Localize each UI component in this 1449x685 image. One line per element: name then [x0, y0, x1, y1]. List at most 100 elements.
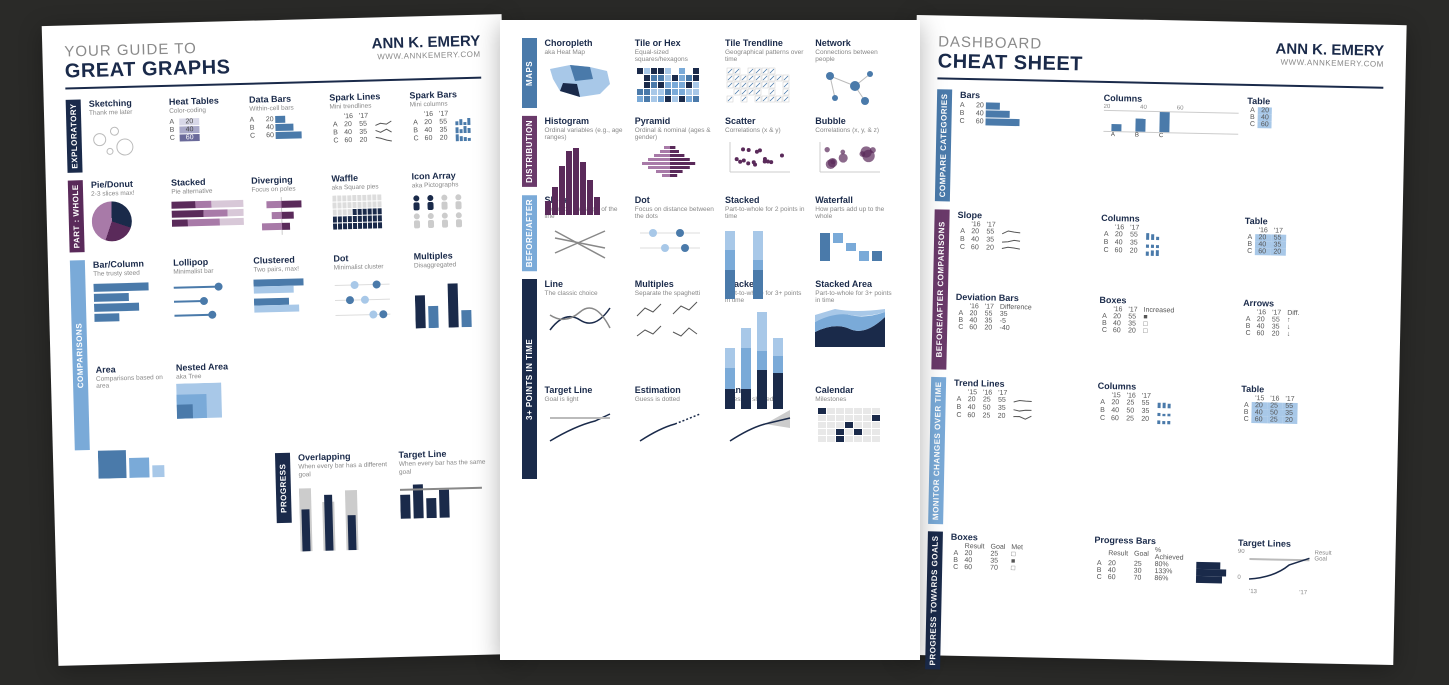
thumb: A20B40C60	[1246, 107, 1382, 150]
cell-sub: aka Pictographs	[411, 181, 483, 190]
cell-title: Waffle	[331, 172, 403, 184]
v: 60	[969, 118, 983, 125]
row-label: C	[249, 133, 259, 140]
c: 60	[964, 412, 979, 420]
cell-slope: Slope'16'17A2055B4035C6020	[956, 210, 1093, 291]
cell-sub: Focus on poles	[251, 185, 323, 194]
header: DASHBOARD CHEAT SHEET ANN K. EMERY WWW.A…	[937, 33, 1384, 88]
cell-estimation: EstimationGuess is dotted	[635, 385, 717, 479]
c: 70	[987, 565, 1008, 572]
cell-overlapping: Overlapping When every bar has a differe…	[297, 451, 391, 523]
page-cheat-sheet: DASHBOARD CHEAT SHEET ANN K. EMERY WWW.A…	[903, 15, 1406, 665]
cell-title: Diverging	[251, 174, 323, 186]
cell-trend-lines: Trend Lines'15'16'17A202555B405035C60252…	[951, 378, 1090, 527]
s: Focus on distance between the dots	[635, 206, 717, 220]
cell-choropleth: Choroplethaka Heat Map	[545, 38, 627, 108]
c: 60	[967, 244, 982, 252]
c: B	[956, 236, 967, 244]
s: Ordinal & nominal (ages & gender)	[635, 127, 717, 141]
cell-heat-tables: Heat Tables Color-coding A20 B40 C60	[168, 95, 242, 170]
s: Separate the spaghetti	[635, 290, 717, 297]
cell-sub: Comparisons based on area	[95, 374, 168, 390]
cell-sub: Color-coding	[169, 106, 241, 115]
thumb	[411, 191, 484, 233]
thumb: A20 B40 C60	[959, 101, 1095, 144]
h: Goal	[1130, 547, 1151, 561]
c: 60	[1111, 247, 1126, 255]
cell-dot: Dot Minimalist cluster	[333, 252, 408, 354]
c: A	[957, 228, 968, 236]
s: Guess is dotted	[635, 396, 717, 403]
t: Choropleth	[545, 38, 627, 48]
cell-table: Table'15'16'17A202555B405035C602520	[1238, 384, 1377, 533]
cell-title: Icon Array	[411, 170, 483, 182]
cell-title: Multiples	[413, 250, 485, 262]
cell-spark-lines: Spark Lines Mini trendlines '16'17 A2055…	[329, 91, 403, 166]
thumb: '16'17A2055B4035C6020	[956, 221, 1092, 264]
c: A	[1100, 231, 1111, 239]
cell-sub: Disaggregated	[413, 261, 485, 270]
thumb: '16'17 A2055 B4035 C6020	[329, 112, 402, 154]
c: C	[956, 244, 967, 252]
cell-bars: Bars A20 B40 C60	[957, 90, 1095, 205]
spacer	[336, 357, 410, 444]
c: A	[1097, 399, 1108, 407]
cell-progress-bars: Progress BarsResultGoal% AchievedA202580…	[1091, 535, 1230, 676]
thumb	[545, 144, 627, 215]
cell-clustered: Clustered Two pairs, max!	[253, 254, 328, 356]
cell-multiples2: MultiplesSeparate the spaghetti	[635, 279, 717, 381]
c: 20	[1126, 247, 1141, 255]
cell-sub: Mini trendlines	[329, 102, 401, 111]
l: B	[959, 110, 969, 117]
cell-area: Area Comparisons based on area	[95, 363, 169, 450]
thumb	[635, 144, 717, 184]
t: Dot	[635, 195, 717, 205]
section-part-whole: PART : WHOLE Pie/Donut 2-3 slices max! S…	[67, 170, 485, 253]
thumb	[635, 406, 717, 446]
cell-calendar: CalendarMilestones	[815, 385, 897, 479]
title-line2: CHEAT SHEET	[937, 50, 1083, 76]
c: C	[330, 136, 341, 144]
section-tab: BEFORE/AFTER	[522, 195, 537, 271]
t: Stacked	[725, 195, 807, 205]
cell-line: LineThe classic choice	[545, 279, 627, 381]
thumb: '16'17DifferenceA205535B4035-5C6020-40	[954, 303, 1090, 346]
t: Target Line	[545, 385, 627, 395]
c: C	[1093, 574, 1104, 581]
cell-boxes: BoxesResultGoalMetA2025□B4035■C6070□	[948, 532, 1087, 673]
thumb: A20 B40 C60	[169, 116, 242, 158]
title-line2: GREAT GRAPHS	[64, 56, 230, 83]
thumb	[635, 300, 717, 340]
thumb	[298, 479, 392, 551]
yl: 90	[1237, 549, 1244, 555]
t: Tile Trendline	[725, 38, 807, 48]
c: C	[1240, 416, 1251, 423]
c: 60	[421, 134, 436, 142]
row-val: 20	[179, 118, 199, 126]
section-tab: BEFORE/AFTER COMPARISONS	[931, 209, 949, 369]
cell-data-bars: Data Bars Within-cell bars A20 B40 C60	[248, 93, 322, 168]
s: Connections between people	[815, 49, 897, 63]
cell-title: Heat Tables	[168, 95, 240, 107]
c: 60	[961, 564, 987, 572]
row-label: B	[169, 127, 179, 134]
c: □	[1007, 565, 1025, 572]
thumb	[173, 277, 247, 334]
cell-sub: Within-cell bars	[249, 104, 321, 113]
thumb: A20 B40 C60	[249, 114, 322, 156]
cell-title: Area	[95, 363, 167, 375]
section-tab: MONITOR CHANGES OVER TIME	[928, 377, 946, 524]
cell-sub: When every bar has the same goal	[398, 459, 491, 476]
cell-spark-bars: Spark Bars Mini columns '16'17 A2055 B40…	[409, 89, 483, 164]
page-great-graphs: YOUR GUIDE TO GREAT GRAPHS ANN K. EMERY …	[41, 14, 518, 666]
thumb	[725, 66, 807, 106]
c: B	[953, 404, 964, 412]
s: Ordinal variables (e.g., age ranges)	[545, 127, 627, 141]
c: 20	[1124, 327, 1139, 334]
l: A	[959, 102, 969, 109]
l: C	[959, 118, 969, 125]
section-ba-compare: BEFORE/AFTER COMPARISONS Slope'16'17A205…	[931, 209, 1380, 378]
h: '16	[340, 113, 355, 120]
thumb	[331, 193, 404, 235]
s: How parts add up to the whole	[815, 206, 897, 220]
